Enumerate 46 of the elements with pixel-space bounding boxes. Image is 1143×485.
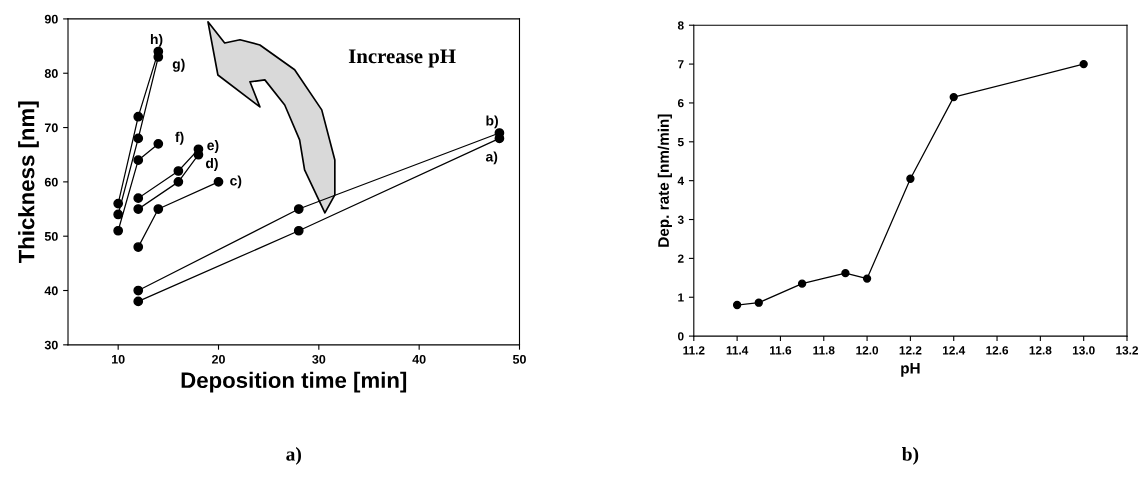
- x-tick-label: 40: [412, 354, 426, 364]
- series-label: a): [485, 151, 498, 165]
- y-tick-label: 60: [44, 177, 58, 187]
- y-axis-title: Dep. rate [nm/min]: [657, 114, 672, 247]
- y-tick-label: 3: [677, 215, 684, 224]
- x-tick-label: 12.4: [942, 346, 966, 355]
- y-tick-label: 8: [677, 21, 684, 30]
- x-tick-label: 11.6: [770, 346, 792, 355]
- series-label: g): [172, 58, 185, 72]
- y-tick-label: 50: [44, 232, 58, 241]
- y-tick-label: 1: [678, 293, 684, 302]
- y-tick-label: 80: [44, 69, 58, 78]
- x-tick-label: 30: [312, 354, 326, 364]
- x-tick-label: 11.8: [813, 346, 835, 355]
- series-label: c): [230, 175, 242, 189]
- y-tick-label: 2: [677, 254, 684, 263]
- x-tick-label: 50: [512, 354, 526, 364]
- y-tick-label: 90: [44, 14, 58, 24]
- series-label: b): [486, 115, 498, 129]
- y-tick-label: 7: [678, 60, 684, 69]
- x-tick-label: 13.2: [1116, 346, 1139, 355]
- y-tick-label: 70: [44, 123, 58, 133]
- x-tick-label: 12.2: [899, 346, 922, 355]
- y-tick-label: 40: [44, 286, 58, 296]
- series-label: e): [207, 140, 219, 153]
- text: a): [286, 447, 301, 465]
- x-axis-title: pH: [901, 362, 920, 377]
- series-label: f): [175, 131, 184, 145]
- x-tick-label: 20: [211, 354, 225, 364]
- y-tick-label: 5: [677, 137, 684, 147]
- x-tick-label: 11.4: [726, 346, 749, 355]
- y-tick-label: 6: [677, 98, 684, 108]
- x-tick-label: 12.0: [856, 346, 879, 355]
- x-tick-label: 12.6: [986, 346, 1009, 355]
- series-label: d): [205, 157, 218, 171]
- text: b): [902, 447, 919, 465]
- x-tick-label: 11.2: [683, 346, 705, 355]
- annotation: Increase pH: [348, 49, 456, 68]
- y-tick-label: 4: [677, 176, 685, 185]
- y-axis-title: Thickness [nm]: [18, 101, 39, 264]
- series-label: h): [150, 33, 163, 47]
- y-tick-label: 0: [677, 332, 684, 341]
- x-tick-label: 12.8: [1029, 346, 1052, 355]
- x-axis-title: Deposition time [min]: [181, 371, 407, 393]
- x-tick-label: 13.0: [1072, 346, 1095, 355]
- x-tick-label: 10: [112, 354, 125, 364]
